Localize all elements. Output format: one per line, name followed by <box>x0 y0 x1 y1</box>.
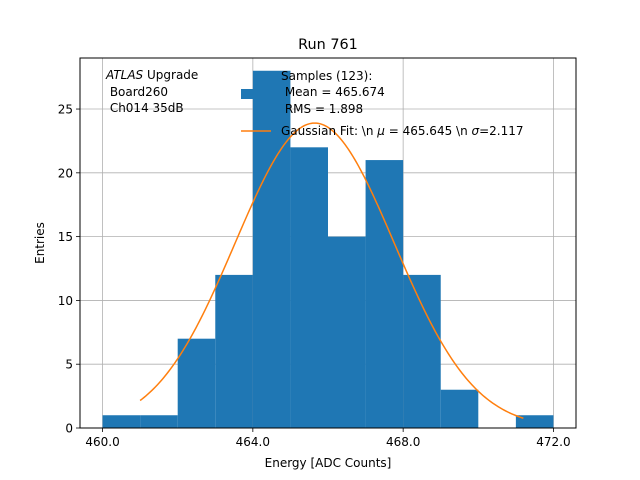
y-tick-label: 5 <box>65 358 73 372</box>
x-tick-label: 468.0 <box>386 435 420 449</box>
legend-fit-mu-symbol: μ <box>376 124 385 138</box>
histogram-bar <box>215 274 253 428</box>
histogram-bar <box>290 147 328 428</box>
histogram-bar <box>440 389 479 428</box>
board-annotation: Board260 <box>106 85 168 99</box>
histogram-bar <box>403 274 441 428</box>
y-axis-ticks: 0 5 10 15 20 25 <box>58 103 80 436</box>
y-tick-label: 25 <box>58 103 73 117</box>
legend-fit-suffix: =2.117 <box>479 124 523 138</box>
legend-samples-line-2: Mean = 465.674 <box>281 85 385 99</box>
legend-fit-sigma-symbol: σ <box>472 124 480 138</box>
histogram-bar <box>365 160 404 428</box>
atlas-label: ATLAS <box>105 68 144 82</box>
y-tick-label: 10 <box>58 294 73 308</box>
atlas-annotation: ATLAS Upgrade <box>105 68 198 82</box>
histogram-bar <box>328 236 366 428</box>
chart-title: Run 761 <box>298 37 358 53</box>
histogram-bar <box>515 415 554 428</box>
x-axis-ticks: 460.0 464.0 468.0 472.0 <box>85 428 571 449</box>
x-tick-label: 464.0 <box>236 435 270 449</box>
legend-samples-line-1: Samples (123): <box>281 69 372 83</box>
y-tick-label: 20 <box>58 166 73 180</box>
histogram-bar <box>140 415 178 428</box>
histogram-bars <box>102 70 554 429</box>
gaussian-fit-curve <box>139 122 524 419</box>
y-tick-label: 0 <box>65 422 73 436</box>
plot-frame <box>79 57 577 429</box>
legend: Samples (123): Mean = 465.674 RMS = 1.89… <box>241 69 524 138</box>
histogram-bar <box>102 415 141 428</box>
x-axis-label: Energy [ADC Counts] <box>265 456 392 470</box>
legend-fit-label: Gaussian Fit: \n μ = 465.645 \n σ=2.117 <box>281 124 524 138</box>
legend-samples-line-3: RMS = 1.898 <box>281 102 363 116</box>
histogram-bar <box>177 338 216 428</box>
y-axis-label: Entries <box>33 222 47 264</box>
y-tick-label: 15 <box>58 230 73 244</box>
x-tick-label: 460.0 <box>85 435 119 449</box>
legend-samples-swatch <box>241 89 271 99</box>
atlas-upgrade-label: Upgrade <box>143 68 198 82</box>
channel-annotation: Ch014 35dB <box>106 101 184 115</box>
x-tick-label: 472.0 <box>536 435 570 449</box>
gaussian-fit <box>139 122 524 419</box>
legend-fit-prefix: Gaussian Fit: \n <box>281 124 377 138</box>
legend-fit-mid: = 465.645 \n <box>385 124 472 138</box>
